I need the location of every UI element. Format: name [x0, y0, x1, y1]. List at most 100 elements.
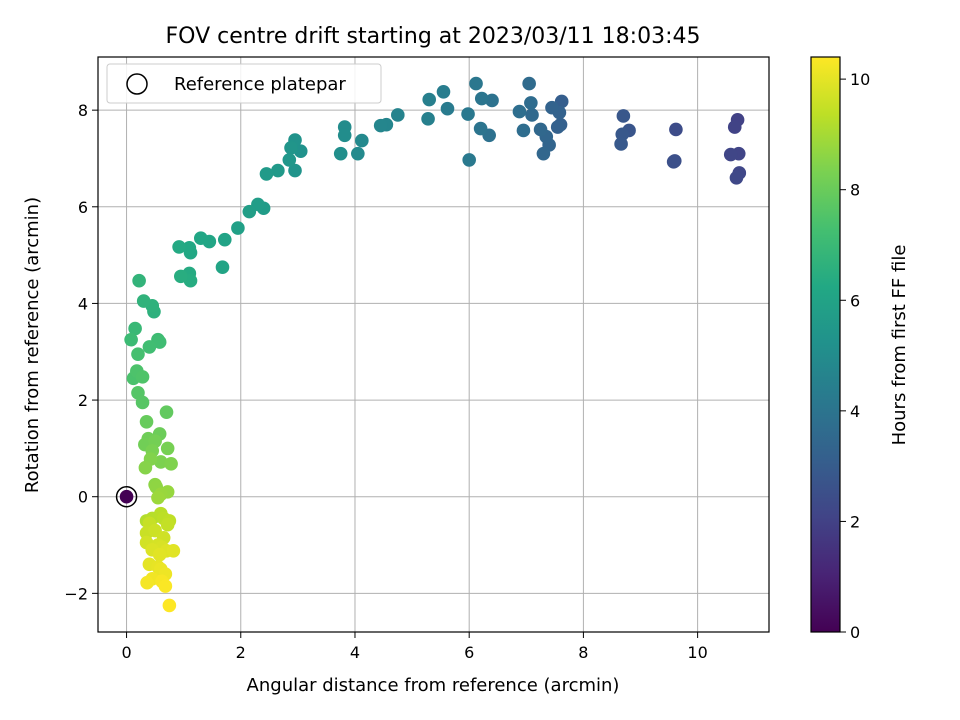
data-point: [355, 133, 369, 148]
y-tick-label: 2: [78, 391, 88, 410]
data-point: [182, 241, 197, 255]
legend-entry-label: Reference platepar: [174, 74, 346, 95]
colorbar-tick-label: 8: [850, 181, 860, 200]
data-point: [138, 460, 153, 475]
data-point: [172, 240, 186, 254]
data-point: [421, 112, 435, 126]
data-point: [351, 146, 365, 161]
data-point: [142, 340, 157, 354]
chart-title: FOV centre drift starting at 2023/03/11 …: [166, 24, 701, 49]
data-point: [215, 260, 230, 274]
colorbar-tick-label: 6: [850, 291, 860, 310]
data-point: [727, 120, 742, 134]
x-tick-label: 8: [578, 643, 588, 662]
data-point: [474, 91, 489, 106]
y-axis-label: Rotation from reference (arcmin): [22, 197, 43, 493]
data-point: [391, 108, 405, 122]
reference-point-marker: [119, 489, 134, 504]
x-tick-label: 2: [236, 643, 246, 662]
data-point: [136, 294, 151, 308]
data-point: [461, 107, 475, 121]
data-point: [533, 122, 548, 137]
data-point: [525, 108, 539, 122]
data-point: [616, 109, 631, 123]
colorbar-tick-label: 4: [850, 402, 860, 421]
data-point: [512, 104, 527, 119]
data-point: [436, 84, 451, 99]
data-point: [164, 457, 178, 471]
data-point: [669, 122, 683, 137]
data-point: [160, 517, 175, 532]
plot-background: [98, 57, 769, 632]
data-point: [135, 370, 150, 384]
data-point: [485, 93, 499, 108]
legend-box: [106, 63, 382, 104]
x-tick-label: 10: [687, 643, 707, 662]
data-point: [284, 141, 298, 155]
data-point: [242, 204, 257, 219]
plot-frame: [97, 56, 770, 633]
data-point: [217, 232, 232, 247]
legend: Reference platepar: [106, 63, 382, 104]
data-point: [554, 94, 569, 109]
colorbar-tick-label: 10: [850, 70, 870, 89]
y-tick-label: 4: [78, 294, 88, 313]
scatter-series: [124, 76, 747, 613]
data-point: [271, 163, 285, 178]
y-tick-label: −2: [64, 584, 88, 603]
y-axis-ticks: −2 0 2 4 6 8: [64, 101, 98, 603]
x-tick-label: 4: [350, 643, 360, 662]
y-tick-label: 8: [78, 101, 88, 120]
legend-marker-icon: [126, 73, 148, 95]
data-point: [128, 321, 142, 336]
data-point: [162, 598, 177, 613]
data-point: [473, 121, 488, 136]
data-point: [536, 146, 551, 161]
data-point: [166, 544, 181, 558]
data-point: [469, 76, 483, 91]
x-axis-label: Angular distance from reference (arcmin): [247, 675, 620, 696]
data-point: [124, 332, 138, 347]
data-point: [259, 167, 274, 181]
data-point: [159, 405, 174, 419]
data-point: [151, 490, 165, 505]
colorbar-label: Hours from first FF file: [889, 245, 910, 446]
colorbar-tick-label: 0: [850, 623, 860, 642]
data-point: [288, 163, 302, 178]
y-tick-label: 6: [78, 198, 88, 217]
data-point: [337, 128, 352, 143]
data-point: [231, 221, 245, 235]
data-point: [440, 101, 455, 116]
y-tick-label: 0: [78, 488, 88, 507]
colorbar-frame: [810, 56, 841, 633]
data-point: [729, 170, 744, 185]
data-point: [282, 153, 297, 167]
data-point: [174, 269, 188, 284]
data-point: [545, 100, 559, 115]
data-point: [333, 146, 348, 161]
reference-point-ring: [115, 485, 138, 508]
data-point: [131, 347, 145, 361]
colorbar: 0 2 4 6 8 10 Hours from first FF file: [810, 56, 910, 642]
colorbar-ticks: 0 2 4 6 8 10: [840, 70, 870, 642]
data-point: [152, 335, 167, 349]
data-point: [666, 155, 681, 169]
data-point: [139, 415, 154, 429]
x-tick-label: 6: [464, 643, 474, 662]
data-point: [462, 153, 476, 167]
data-point: [614, 137, 628, 151]
reference-point: [115, 485, 138, 508]
colorbar-tick-label: 2: [850, 512, 860, 531]
x-axis-ticks: 0 2 4 6 8 10: [121, 632, 708, 662]
data-point: [550, 120, 565, 134]
data-point: [152, 547, 167, 562]
data-point: [516, 123, 531, 138]
data-point: [158, 579, 173, 593]
data-point: [132, 273, 146, 288]
data-point: [373, 118, 388, 133]
data-point: [422, 92, 437, 107]
colorbar-gradient: [811, 57, 840, 632]
data-point: [723, 147, 738, 162]
data-point: [154, 455, 168, 469]
